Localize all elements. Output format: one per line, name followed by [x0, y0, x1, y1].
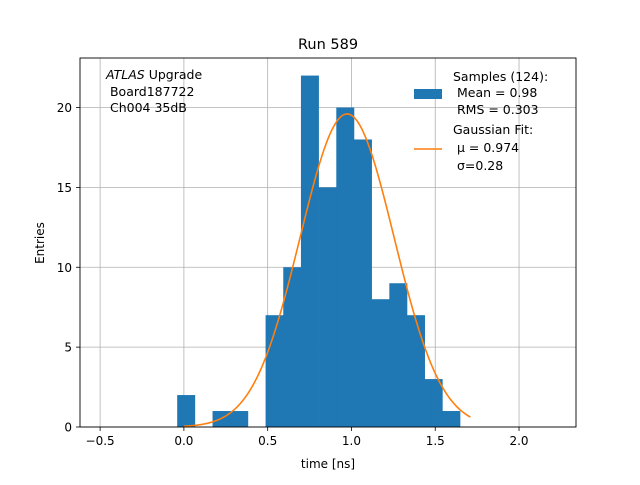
fit-curve [183, 113, 471, 428]
annotation-atlas: ATLAS [105, 67, 145, 82]
annotation-line-3: Ch004 35dB [106, 100, 187, 115]
histogram-bar-13 [407, 315, 425, 427]
y-axis-label: Entries [33, 222, 47, 264]
y-tick-label-1: 5 [64, 341, 72, 355]
chart-title: Run 589 [298, 37, 358, 53]
x-axis-ticks: −0.5 0.0 0.5 1.0 1.5 2.0 [86, 427, 529, 448]
histogram-bar-6 [283, 267, 302, 427]
annotation-upgrade: Upgrade [145, 67, 203, 82]
y-tick-label-2: 10 [57, 261, 72, 275]
histogram-bar-0 [177, 395, 196, 427]
y-axis-ticks: 0 5 10 15 20 [57, 101, 80, 435]
x-tick-label-1: 0.0 [174, 434, 193, 448]
x-tick-label-5: 2.0 [509, 434, 528, 448]
legend: Samples (124): Mean = 0.98 RMS = 0.303 G… [414, 69, 548, 173]
y-tick-label-3: 15 [57, 181, 72, 195]
x-tick-label-4: 1.5 [426, 434, 445, 448]
histogram-bar-7 [300, 75, 319, 428]
plot-frame [79, 57, 577, 428]
histogram-bar-8 [318, 187, 337, 427]
legend-fit-mu: μ = 0.974 [453, 140, 519, 155]
histogram-bars [177, 75, 461, 428]
legend-hist-title: Samples (124): [453, 69, 548, 84]
x-tick-label-3: 1.0 [342, 434, 361, 448]
x-axis-label: time [ns] [301, 457, 355, 471]
gaussian-fit [183, 113, 471, 428]
histogram-bar-12 [389, 283, 408, 427]
annotation-box: ATLAS Upgrade Board187722 Ch004 35dB [105, 67, 202, 115]
legend-hist-swatch [414, 89, 442, 99]
histogram-bar-5 [265, 315, 284, 427]
legend-fit-sigma: σ=0.28 [453, 158, 503, 173]
histogram-bar-9 [336, 107, 355, 428]
histogram-bar-10 [353, 139, 372, 427]
legend-fit-title: Gaussian Fit: [453, 122, 533, 137]
y-tick-label-0: 0 [64, 421, 72, 435]
histogram-bar-14 [424, 379, 443, 427]
y-tick-label-4: 20 [57, 101, 72, 115]
histogram-bar-15 [442, 411, 461, 427]
legend-hist-mean: Mean = 0.98 [453, 85, 537, 100]
annotation-line-2: Board187722 [106, 84, 194, 99]
histogram-bar-11 [371, 299, 390, 427]
x-tick-label-2: 0.5 [258, 434, 277, 448]
histogram-bar-3 [230, 411, 249, 427]
legend-hist-rms: RMS = 0.303 [453, 102, 539, 117]
x-tick-label-0: −0.5 [86, 434, 115, 448]
annotation-line-1: ATLAS Upgrade [105, 67, 202, 82]
